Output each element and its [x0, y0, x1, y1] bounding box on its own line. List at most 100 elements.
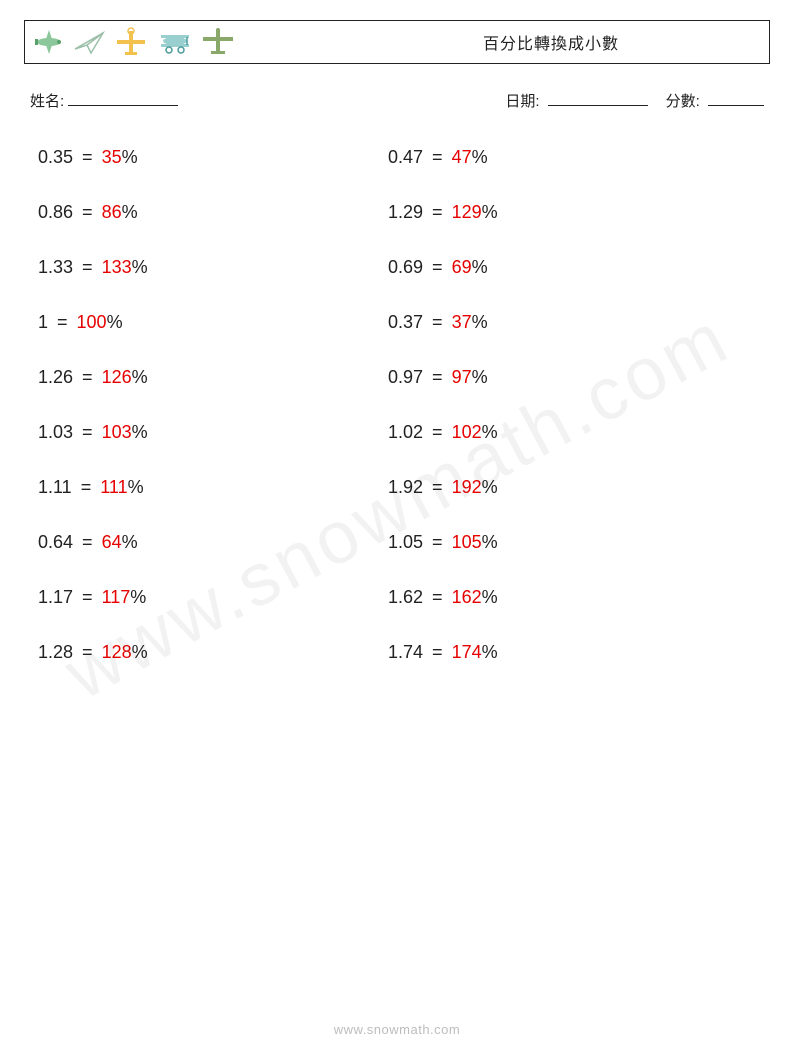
percent-symbol: %	[130, 587, 146, 607]
percent-symbol: %	[122, 147, 138, 167]
equals-sign: =	[77, 642, 98, 662]
problem-item: 1.62 = 162%	[388, 587, 728, 608]
decimal-value: 1.29	[388, 202, 423, 222]
answer-value: 102	[452, 422, 482, 442]
percent-symbol: %	[482, 642, 498, 662]
problem-item: 0.37 = 37%	[388, 312, 728, 333]
problem-item: 1.17 = 117%	[38, 587, 378, 608]
answer-value: 162	[452, 587, 482, 607]
paper-plane-icon	[73, 27, 107, 57]
equals-sign: =	[427, 422, 448, 442]
equals-sign: =	[76, 477, 97, 497]
percent-symbol: %	[482, 202, 498, 222]
equals-sign: =	[77, 202, 98, 222]
score-label: 分數:	[666, 93, 700, 110]
problem-item: 1.02 = 102%	[388, 422, 728, 443]
answer-value: 111	[100, 477, 127, 497]
decimal-value: 1.05	[388, 532, 423, 552]
answer-value: 37	[452, 312, 472, 332]
problem-item: 1.11 = 111%	[38, 477, 378, 498]
answer-value: 69	[452, 257, 472, 277]
decimal-value: 0.37	[388, 312, 423, 332]
answer-value: 129	[452, 202, 482, 222]
decimal-value: 1.03	[38, 422, 73, 442]
answer-value: 100	[77, 312, 107, 332]
percent-symbol: %	[482, 532, 498, 552]
decimal-value: 1.02	[388, 422, 423, 442]
decimal-value: 0.69	[388, 257, 423, 277]
decimal-value: 1.28	[38, 642, 73, 662]
problem-item: 1.92 = 192%	[388, 477, 728, 498]
name-field: 姓名:	[30, 90, 178, 111]
problem-item: 0.47 = 47%	[388, 147, 728, 168]
problem-item: 1.05 = 105%	[388, 532, 728, 553]
equals-sign: =	[427, 312, 448, 332]
decimal-value: 1.74	[388, 642, 423, 662]
percent-symbol: %	[472, 257, 488, 277]
plane-icons-row	[31, 27, 235, 57]
answer-value: 133	[102, 257, 132, 277]
percent-symbol: %	[472, 312, 488, 332]
problems-grid: 0.35 = 35%0.47 = 47%0.86 = 86%1.29 = 129…	[24, 147, 770, 663]
plane-icon	[201, 27, 235, 57]
plane-icon	[155, 27, 195, 57]
problem-item: 0.86 = 86%	[38, 202, 378, 223]
percent-symbol: %	[132, 642, 148, 662]
date-label: 日期:	[505, 93, 539, 110]
plane-icon	[113, 27, 149, 57]
equals-sign: =	[427, 587, 448, 607]
equals-sign: =	[427, 147, 448, 167]
equals-sign: =	[427, 477, 448, 497]
equals-sign: =	[77, 257, 98, 277]
name-label: 姓名:	[30, 90, 64, 111]
percent-symbol: %	[132, 257, 148, 277]
date-field: 日期:	[505, 90, 647, 111]
problem-item: 1.03 = 103%	[38, 422, 378, 443]
percent-symbol: %	[482, 587, 498, 607]
name-blank	[68, 92, 178, 106]
decimal-value: 1.17	[38, 587, 73, 607]
worksheet-page: 百分比轉換成小數 姓名: 日期: 分數: 0.35 = 35%0.47 = 47…	[0, 0, 794, 683]
equals-sign: =	[77, 147, 98, 167]
problem-item: 1.26 = 126%	[38, 367, 378, 388]
problem-item: 0.97 = 97%	[388, 367, 728, 388]
percent-symbol: %	[132, 367, 148, 387]
problem-item: 1.28 = 128%	[38, 642, 378, 663]
answer-value: 47	[452, 147, 472, 167]
percent-symbol: %	[472, 367, 488, 387]
answer-value: 86	[102, 202, 122, 222]
decimal-value: 0.97	[388, 367, 423, 387]
problem-item: 0.69 = 69%	[388, 257, 728, 278]
answer-value: 192	[452, 477, 482, 497]
equals-sign: =	[52, 312, 73, 332]
worksheet-title: 百分比轉換成小數	[483, 30, 619, 54]
score-field: 分數:	[666, 90, 764, 111]
decimal-value: 1.26	[38, 367, 73, 387]
problem-item: 1.74 = 174%	[388, 642, 728, 663]
decimal-value: 1	[38, 312, 48, 332]
decimal-value: 1.92	[388, 477, 423, 497]
percent-symbol: %	[482, 422, 498, 442]
answer-value: 174	[452, 642, 482, 662]
answer-value: 64	[102, 532, 122, 552]
info-row: 姓名: 日期: 分數:	[24, 90, 770, 111]
answer-value: 117	[102, 587, 131, 607]
date-blank	[548, 92, 648, 106]
equals-sign: =	[77, 367, 98, 387]
decimal-value: 1.11	[38, 477, 72, 497]
decimal-value: 0.35	[38, 147, 73, 167]
problem-item: 1.33 = 133%	[38, 257, 378, 278]
equals-sign: =	[427, 202, 448, 222]
plane-icon	[31, 27, 67, 57]
decimal-value: 0.86	[38, 202, 73, 222]
percent-symbol: %	[132, 422, 148, 442]
equals-sign: =	[427, 367, 448, 387]
answer-value: 105	[452, 532, 482, 552]
percent-symbol: %	[472, 147, 488, 167]
percent-symbol: %	[122, 202, 138, 222]
answer-value: 103	[102, 422, 132, 442]
problem-item: 1 = 100%	[38, 312, 378, 333]
percent-symbol: %	[482, 477, 498, 497]
answer-value: 128	[102, 642, 132, 662]
header-box: 百分比轉換成小數	[24, 20, 770, 64]
